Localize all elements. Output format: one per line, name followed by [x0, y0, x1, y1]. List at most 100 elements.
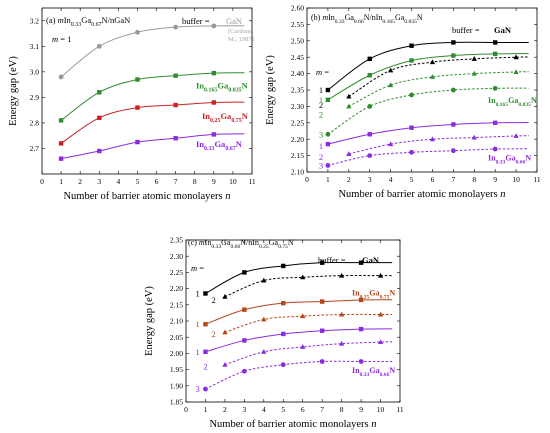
data-point [492, 51, 498, 57]
data-point [471, 56, 477, 61]
x-tick-label: 9 [493, 175, 497, 184]
series-line [327, 41, 529, 91]
data-point [281, 300, 286, 306]
data-point [135, 77, 140, 82]
data-point [280, 362, 286, 368]
data-point [409, 92, 414, 98]
series-label: In0.25Ga0.75N [352, 289, 395, 301]
m-label: 3 [195, 384, 199, 394]
series-label: In0.33Ga0.66N [352, 366, 395, 378]
m-note: m = [316, 67, 329, 77]
series-line [60, 133, 245, 160]
y-tick-label: 2.25 [170, 268, 183, 277]
m-label: 2 [211, 295, 215, 305]
data-point [377, 311, 384, 317]
data-point [325, 141, 331, 147]
data-point [135, 139, 140, 145]
x-tick-label: 9 [359, 405, 363, 414]
series-4 [203, 326, 393, 354]
data-point [96, 43, 102, 49]
x-tick-label: 0 [40, 177, 44, 186]
series-line [348, 135, 529, 155]
data-point [339, 340, 345, 346]
y-tick-label: 1.90 [170, 381, 183, 390]
m-label: 2 [319, 100, 323, 110]
y-tick-label: 2.7 [30, 144, 40, 153]
data-point [358, 359, 364, 364]
data-point [377, 339, 384, 345]
data-point [471, 134, 477, 140]
x-tick-label: 5 [410, 175, 414, 184]
data-point [97, 90, 102, 95]
panel-title: (a) mIn0.33Ga0.67N/nGaN [46, 15, 130, 28]
x-axis-label: Number of barrier atomic monolayers n [338, 189, 505, 200]
data-point [58, 141, 64, 146]
x-tick-label: 6 [155, 177, 159, 186]
y-tick-label: 2.60 [291, 4, 304, 13]
data-point [319, 328, 325, 333]
data-point [211, 70, 217, 76]
data-point [409, 43, 414, 48]
data-point [173, 102, 178, 108]
series-3 [58, 132, 245, 161]
x-tick-label: 3 [97, 177, 101, 186]
data-point [325, 163, 331, 168]
panel-title: (b) mIn0.33Ga0.66N/nIn0.165Ga0.835N [311, 13, 423, 25]
data-point [319, 359, 325, 364]
data-point [58, 156, 64, 161]
series-line [348, 56, 529, 97]
series-label: In0.165Ga0.835N [488, 96, 537, 108]
series-7 [325, 146, 529, 168]
data-point [241, 368, 247, 374]
data-point [97, 148, 102, 154]
series-5 [222, 339, 393, 367]
x-tick-label: 1 [326, 175, 330, 184]
data-point [173, 136, 178, 141]
x-tick-label: 10 [512, 175, 520, 184]
y-tick-label: 2.00 [170, 349, 183, 358]
x-axis-label: Number of barrier atomic monolayers n [63, 191, 230, 202]
x-axis-label: Number of barrier atomic monolayers n [209, 419, 376, 430]
data-point [325, 87, 331, 93]
data-point [261, 316, 267, 322]
series-line [224, 275, 393, 298]
data-point [222, 329, 228, 335]
data-point [300, 313, 306, 319]
series-0 [58, 23, 245, 80]
series-2 [325, 51, 529, 103]
data-point [450, 87, 456, 93]
data-point [492, 146, 498, 152]
data-point [281, 263, 286, 269]
series-line [327, 53, 529, 101]
series-0 [325, 40, 529, 93]
series-6 [203, 359, 393, 392]
data-point [173, 24, 179, 30]
series-3 [346, 69, 529, 109]
data-point [222, 361, 228, 367]
data-point [429, 59, 436, 65]
data-point [492, 85, 498, 91]
y-axis-label: Energy gap (eV) [144, 286, 155, 356]
x-tick-label: 6 [431, 175, 435, 184]
series-line [60, 25, 245, 78]
series-2 [58, 100, 245, 146]
data-point [97, 115, 102, 121]
y-tick-label: 3.0 [30, 67, 40, 76]
m-label: 2 [211, 329, 215, 339]
data-point [300, 344, 306, 349]
x-tick-label: 7 [174, 177, 178, 186]
series-line [60, 72, 245, 121]
data-point [377, 272, 384, 278]
x-tick-label: 2 [347, 175, 351, 184]
x-tick-label: 4 [389, 175, 393, 184]
series-label: In0.25Ga0.75N [202, 111, 249, 124]
data-point [281, 331, 286, 337]
series-5 [325, 120, 529, 147]
chart-panel-b: 0 1 2 3 4 5 6 7 8 9 10 112.102.152.202.252.302.352.… [265, 4, 541, 200]
series-6 [346, 133, 529, 156]
y-tick-label: 2.25 [291, 118, 304, 127]
data-point [339, 272, 345, 278]
y-tick-label: 2.30 [170, 252, 183, 261]
data-point [135, 29, 140, 35]
